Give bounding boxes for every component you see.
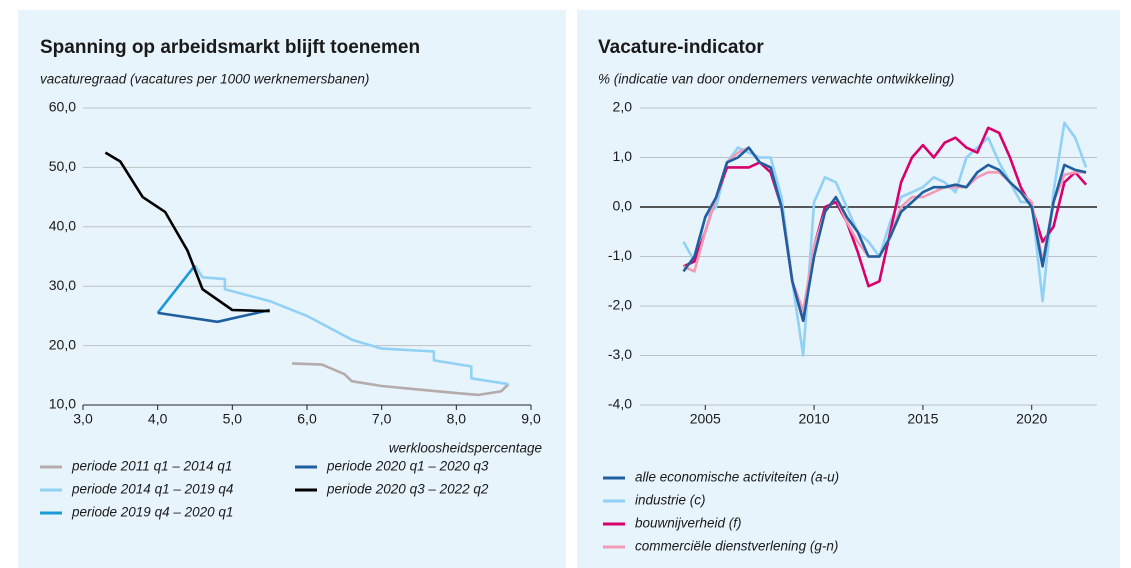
line-series <box>682 121 1088 357</box>
y-tick-label: -3,0 <box>608 346 632 362</box>
legend-label: bouwnijverheid (f) <box>635 516 742 531</box>
line-series <box>682 126 1088 323</box>
line-series <box>157 308 270 324</box>
x-tick-label: 4,0 <box>148 411 168 427</box>
y-tick-label: 40,0 <box>49 218 76 234</box>
y-tick-label: 1,0 <box>613 148 633 164</box>
panel <box>18 10 566 568</box>
x-tick-label: 8,0 <box>447 411 467 427</box>
chart-title: Vacature-indicator <box>598 37 764 58</box>
y-tick-label: -4,0 <box>608 396 632 412</box>
x-tick-label: 2015 <box>907 411 938 427</box>
legend-label: commerciële dienstverlening (g-n) <box>635 539 838 554</box>
y-axis-label: vacaturegraad (vacatures per 1000 werkne… <box>40 72 369 87</box>
y-tick-label: 0,0 <box>613 198 633 214</box>
legend-label: industrie (c) <box>635 493 706 508</box>
line-series <box>156 264 197 314</box>
x-tick-label: 3,0 <box>73 411 93 427</box>
x-tick-label: 7,0 <box>372 411 392 427</box>
y-tick-label: 10,0 <box>49 396 76 412</box>
x-tick-label: 2010 <box>799 411 830 427</box>
legend-label: periode 2020 q3 – 2022 q2 <box>326 482 489 497</box>
line-series <box>104 151 270 313</box>
y-tick-label: 60,0 <box>49 99 76 115</box>
panel <box>577 10 1120 568</box>
x-tick-label: 2020 <box>1016 411 1047 427</box>
x-tick-label: 6,0 <box>297 411 317 427</box>
y-tick-label: 30,0 <box>49 277 76 293</box>
legend-label: periode 2019 q4 – 2020 q1 <box>71 505 233 520</box>
line-series <box>193 264 509 386</box>
y-tick-label: 20,0 <box>49 336 76 352</box>
x-tick-label: 2005 <box>690 411 721 427</box>
legend-label: periode 2020 q1 – 2020 q3 <box>326 459 489 474</box>
legend-label: periode 2011 q1 – 2014 q1 <box>71 459 232 474</box>
y-tick-label: 2,0 <box>613 99 633 115</box>
y-tick-label: 50,0 <box>49 158 76 174</box>
y-tick-label: -2,0 <box>608 297 632 313</box>
y-axis-label: % (indicatie van door ondernemers verwac… <box>598 72 954 87</box>
legend-label: alle economische activiteiten (a-u) <box>635 470 839 485</box>
line-series <box>292 362 510 397</box>
x-tick-label: 5,0 <box>223 411 243 427</box>
x-axis-label: werkloosheidspercentage <box>389 441 542 456</box>
y-tick-label: -1,0 <box>608 247 632 263</box>
chart-title: Spanning op arbeidsmarkt blijft toenemen <box>40 37 420 58</box>
legend-label: periode 2014 q1 – 2019 q4 <box>71 482 233 497</box>
line-series <box>682 146 1087 323</box>
x-tick-label: 9,0 <box>521 411 541 427</box>
